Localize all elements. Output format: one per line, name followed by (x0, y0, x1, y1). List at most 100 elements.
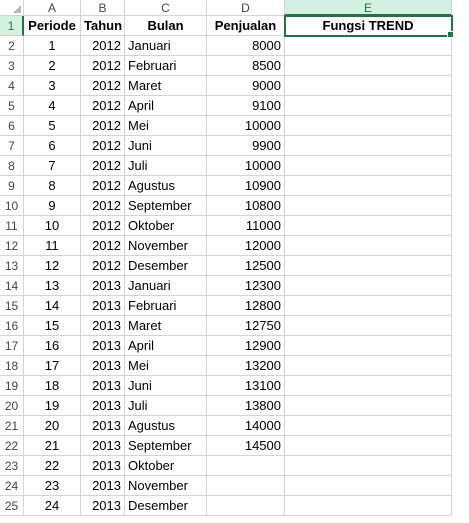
cell-bulan[interactable]: Januari (125, 36, 207, 56)
cell-periode[interactable]: 23 (24, 476, 81, 496)
cell-periode[interactable]: 13 (24, 276, 81, 296)
cell-trend[interactable] (285, 116, 452, 136)
cell-bulan[interactable]: Agustus (125, 176, 207, 196)
cell-periode[interactable]: 22 (24, 456, 81, 476)
cell-periode[interactable]: 5 (24, 116, 81, 136)
cell-penjualan[interactable]: 14000 (207, 416, 285, 436)
cell-periode[interactable]: 20 (24, 416, 81, 436)
row-header[interactable]: 13 (0, 256, 24, 276)
cell-tahun[interactable]: 2012 (81, 236, 125, 256)
cell-bulan[interactable]: September (125, 196, 207, 216)
cell-trend[interactable] (285, 36, 452, 56)
cell-trend[interactable] (285, 396, 452, 416)
cell-bulan[interactable]: Oktober (125, 456, 207, 476)
cell-bulan[interactable]: Oktober (125, 216, 207, 236)
header-cell-bulan[interactable]: Bulan (125, 16, 207, 36)
cell-trend[interactable] (285, 96, 452, 116)
cell-penjualan[interactable]: 14500 (207, 436, 285, 456)
cell-penjualan[interactable] (207, 476, 285, 496)
cell-bulan[interactable]: Juli (125, 396, 207, 416)
cell-trend[interactable] (285, 176, 452, 196)
cell-penjualan[interactable]: 10000 (207, 116, 285, 136)
cell-bulan[interactable]: Januari (125, 276, 207, 296)
row-header[interactable]: 3 (0, 56, 24, 76)
cell-penjualan[interactable]: 8500 (207, 56, 285, 76)
cell-tahun[interactable]: 2012 (81, 36, 125, 56)
header-cell-periode[interactable]: Periode (24, 16, 81, 36)
column-header-b[interactable]: B (81, 0, 125, 16)
cell-bulan[interactable]: Desember (125, 496, 207, 516)
cell-penjualan[interactable] (207, 496, 285, 516)
cell-tahun[interactable]: 2013 (81, 336, 125, 356)
column-header-a[interactable]: A (24, 0, 81, 16)
cell-periode[interactable]: 8 (24, 176, 81, 196)
cell-periode[interactable]: 11 (24, 236, 81, 256)
cell-trend[interactable] (285, 256, 452, 276)
cell-tahun[interactable]: 2013 (81, 356, 125, 376)
cell-bulan[interactable]: Maret (125, 76, 207, 96)
cell-periode[interactable]: 19 (24, 396, 81, 416)
row-header[interactable]: 21 (0, 416, 24, 436)
cell-penjualan[interactable]: 10800 (207, 196, 285, 216)
cell-penjualan[interactable] (207, 456, 285, 476)
cell-trend[interactable] (285, 156, 452, 176)
cell-tahun[interactable]: 2013 (81, 416, 125, 436)
cell-trend[interactable] (285, 376, 452, 396)
row-header[interactable]: 19 (0, 376, 24, 396)
cell-trend[interactable] (285, 496, 452, 516)
cell-trend[interactable] (285, 136, 452, 156)
cell-tahun[interactable]: 2013 (81, 316, 125, 336)
cell-bulan[interactable]: Agustus (125, 416, 207, 436)
column-header-e[interactable]: E (285, 0, 452, 16)
cell-penjualan[interactable]: 13100 (207, 376, 285, 396)
cell-periode[interactable]: 24 (24, 496, 81, 516)
cell-tahun[interactable]: 2013 (81, 296, 125, 316)
cell-periode[interactable]: 15 (24, 316, 81, 336)
cell-bulan[interactable]: November (125, 476, 207, 496)
cell-bulan[interactable]: November (125, 236, 207, 256)
row-header[interactable]: 7 (0, 136, 24, 156)
cell-bulan[interactable]: Juni (125, 136, 207, 156)
cell-trend[interactable] (285, 476, 452, 496)
cell-bulan[interactable]: April (125, 336, 207, 356)
row-header[interactable]: 2 (0, 36, 24, 56)
cell-penjualan[interactable]: 12800 (207, 296, 285, 316)
cell-penjualan[interactable]: 9000 (207, 76, 285, 96)
cell-periode[interactable]: 18 (24, 376, 81, 396)
cell-periode[interactable]: 9 (24, 196, 81, 216)
cell-bulan[interactable]: April (125, 96, 207, 116)
cell-penjualan[interactable]: 12300 (207, 276, 285, 296)
cell-trend[interactable] (285, 336, 452, 356)
cell-periode[interactable]: 7 (24, 156, 81, 176)
cell-tahun[interactable]: 2012 (81, 116, 125, 136)
row-header[interactable]: 9 (0, 176, 24, 196)
cell-trend[interactable] (285, 196, 452, 216)
header-cell-penjualan[interactable]: Penjualan (207, 16, 285, 36)
row-header[interactable]: 23 (0, 456, 24, 476)
cell-penjualan[interactable]: 11000 (207, 216, 285, 236)
cell-periode[interactable]: 4 (24, 96, 81, 116)
cell-penjualan[interactable]: 10900 (207, 176, 285, 196)
cell-tahun[interactable]: 2012 (81, 136, 125, 156)
row-header[interactable]: 17 (0, 336, 24, 356)
cell-tahun[interactable]: 2013 (81, 396, 125, 416)
cell-tahun[interactable]: 2012 (81, 76, 125, 96)
cell-periode[interactable]: 6 (24, 136, 81, 156)
cell-trend[interactable] (285, 456, 452, 476)
row-header[interactable]: 24 (0, 476, 24, 496)
cell-trend[interactable] (285, 236, 452, 256)
cell-periode[interactable]: 12 (24, 256, 81, 276)
cell-periode[interactable]: 17 (24, 356, 81, 376)
cell-penjualan[interactable]: 12500 (207, 256, 285, 276)
row-header[interactable]: 15 (0, 296, 24, 316)
cell-trend[interactable] (285, 436, 452, 456)
row-header[interactable]: 20 (0, 396, 24, 416)
cell-trend[interactable] (285, 416, 452, 436)
cell-bulan[interactable]: Juli (125, 156, 207, 176)
row-header[interactable]: 22 (0, 436, 24, 456)
cell-periode[interactable]: 1 (24, 36, 81, 56)
cell-tahun[interactable]: 2012 (81, 156, 125, 176)
cell-penjualan[interactable]: 9900 (207, 136, 285, 156)
fill-handle[interactable] (447, 31, 454, 38)
cell-penjualan[interactable]: 10000 (207, 156, 285, 176)
